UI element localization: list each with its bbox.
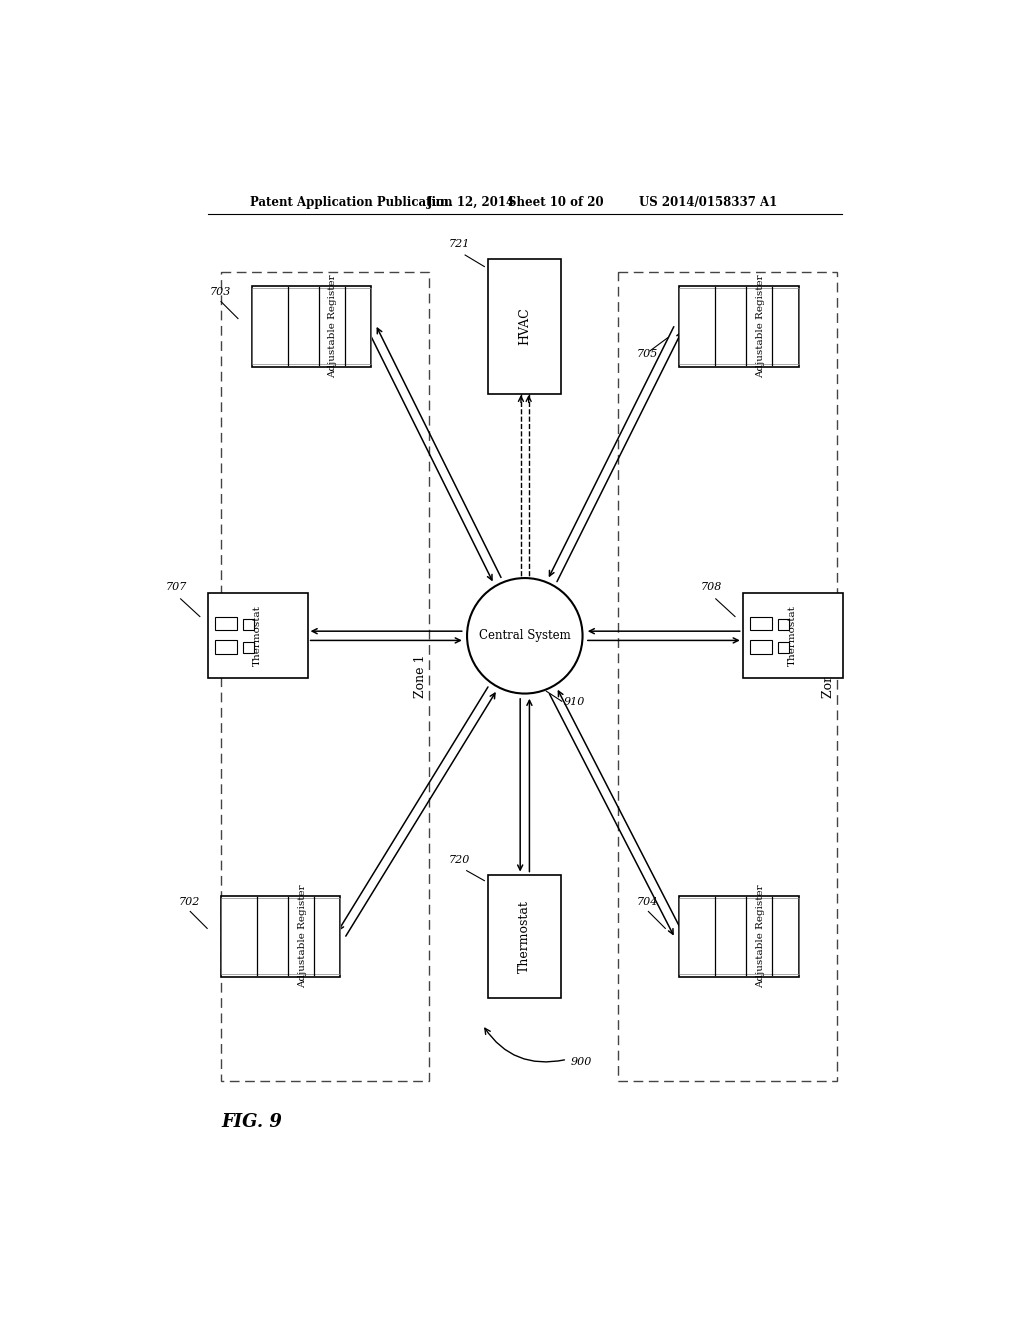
Bar	[778, 642, 788, 653]
Bar	[488, 259, 561, 393]
Bar	[679, 896, 799, 977]
Bar	[215, 618, 237, 631]
Text: Thermostat: Thermostat	[253, 606, 262, 667]
Text: Adjustable Register: Adjustable Register	[756, 275, 765, 378]
Text: 708: 708	[700, 582, 722, 591]
Text: Adjustable Register: Adjustable Register	[756, 884, 765, 987]
Bar	[742, 594, 843, 678]
Text: Adjustable Register: Adjustable Register	[298, 884, 307, 987]
Text: 910: 910	[563, 697, 585, 708]
Text: Zone 1: Zone 1	[414, 655, 427, 698]
Bar	[679, 288, 799, 364]
Text: Sheet 10 of 20: Sheet 10 of 20	[508, 195, 603, 209]
Text: Thermostat: Thermostat	[788, 606, 798, 667]
Text: Central System: Central System	[479, 630, 570, 643]
Text: 704: 704	[637, 898, 658, 907]
Bar	[751, 640, 772, 653]
Bar	[252, 288, 371, 364]
Text: 707: 707	[165, 582, 186, 591]
Circle shape	[467, 578, 583, 693]
Bar	[751, 618, 772, 631]
Text: HVAC: HVAC	[518, 308, 531, 345]
Text: US 2014/0158337 A1: US 2014/0158337 A1	[639, 195, 777, 209]
Text: FIG. 9: FIG. 9	[221, 1114, 283, 1131]
Text: 720: 720	[449, 855, 470, 865]
Bar	[252, 286, 371, 367]
Text: 900: 900	[571, 1057, 592, 1068]
Text: 721: 721	[449, 239, 470, 249]
Text: Patent Application Publication: Patent Application Publication	[250, 195, 453, 209]
Bar	[221, 896, 340, 977]
Bar	[215, 640, 237, 653]
Bar	[488, 874, 561, 998]
Bar	[243, 642, 254, 653]
Bar	[679, 286, 799, 367]
Text: Thermostat: Thermostat	[518, 900, 531, 973]
Text: 703: 703	[210, 288, 230, 297]
Bar	[208, 594, 307, 678]
Text: Adjustable Register: Adjustable Register	[329, 275, 338, 378]
Text: 705: 705	[637, 348, 658, 359]
Bar	[221, 898, 340, 974]
Text: Jun. 12, 2014: Jun. 12, 2014	[427, 195, 515, 209]
Bar	[778, 619, 788, 630]
Bar	[243, 619, 254, 630]
Text: Zone 2: Zone 2	[821, 655, 835, 698]
Bar	[221, 272, 429, 1081]
Bar	[679, 898, 799, 974]
Bar	[617, 272, 838, 1081]
Text: 702: 702	[178, 898, 200, 907]
